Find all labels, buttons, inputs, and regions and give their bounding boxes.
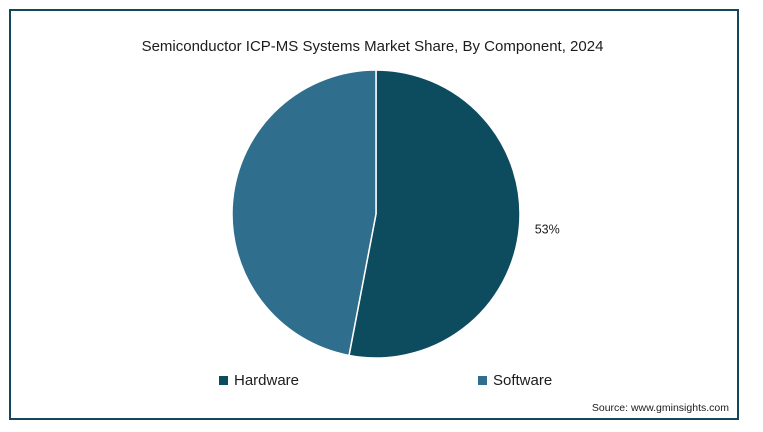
data-label-hardware: 53% xyxy=(535,222,560,236)
legend-item-software: Software xyxy=(478,372,552,389)
chart-title: Semiconductor ICP-MS Systems Market Shar… xyxy=(141,38,604,55)
legend-swatch-software xyxy=(478,376,487,385)
legend-label-software: Software xyxy=(493,372,553,389)
legend-swatch-hardware xyxy=(219,376,228,385)
legend-label-hardware: Hardware xyxy=(234,372,300,389)
source-note: Source: www.gminsights.com xyxy=(591,402,729,414)
pie-slice-hardware xyxy=(348,69,521,359)
legend-item-hardware: Hardware xyxy=(219,372,299,389)
pie-slice-software xyxy=(231,69,377,357)
